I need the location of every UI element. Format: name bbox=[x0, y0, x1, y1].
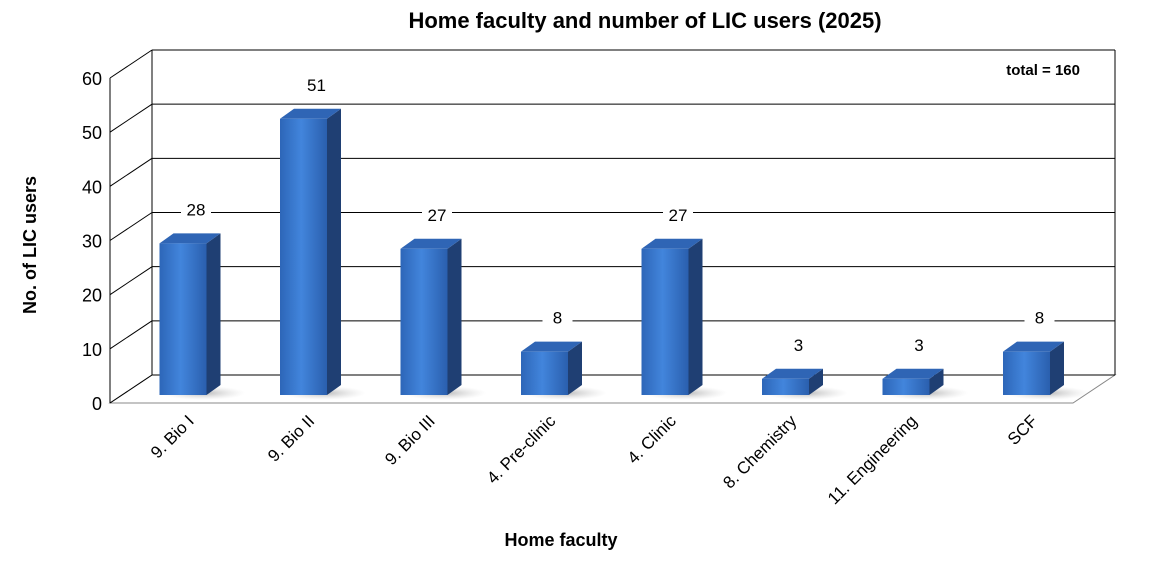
data-label: 8 bbox=[1035, 309, 1044, 328]
bar-side bbox=[206, 233, 221, 395]
bar-side bbox=[447, 238, 462, 395]
y-tick-label: 60 bbox=[82, 69, 102, 89]
y-axis-label: No. of LIC users bbox=[20, 176, 40, 314]
y-tick-label: 30 bbox=[82, 232, 102, 252]
bar-top bbox=[159, 233, 221, 244]
x-tick-label: 11. Engineering bbox=[824, 411, 921, 508]
y-tick-label: 0 bbox=[92, 394, 102, 414]
data-label: 28 bbox=[187, 200, 206, 219]
data-label-bg bbox=[542, 307, 573, 330]
data-label: 8 bbox=[553, 309, 562, 328]
chart-floor bbox=[108, 374, 1117, 404]
bar-front bbox=[521, 351, 568, 395]
bar-side bbox=[568, 341, 582, 395]
bar-side bbox=[327, 108, 341, 395]
y-tick-label: 10 bbox=[82, 340, 102, 360]
gridline-side bbox=[109, 103, 153, 133]
bar-side bbox=[929, 368, 944, 395]
bar-4: 27 4. Clinic bbox=[624, 204, 728, 468]
bar-front bbox=[400, 248, 448, 395]
bar-2: 27 9. Bio III bbox=[381, 204, 487, 469]
bar-0: 28 9. Bio I bbox=[147, 199, 246, 462]
data-label-bg bbox=[663, 204, 693, 227]
x-tick-label: 4. Pre-clinic bbox=[483, 411, 560, 488]
bar-top bbox=[400, 238, 462, 249]
data-label: 51 bbox=[307, 76, 326, 95]
bar-front bbox=[882, 378, 930, 395]
x-tick-label: 8. Chemistry bbox=[719, 411, 800, 492]
bar-5: 3 8. Chemistry bbox=[719, 334, 848, 492]
data-label-bg bbox=[783, 334, 814, 357]
bar-1: 51 9. Bio II bbox=[264, 74, 366, 466]
bar-top bbox=[1003, 341, 1064, 352]
data-label: 27 bbox=[428, 206, 447, 225]
x-tick-label: 9. Bio III bbox=[381, 411, 439, 469]
data-label: 3 bbox=[914, 336, 923, 355]
gridline-side bbox=[109, 266, 153, 296]
gridline-side bbox=[109, 157, 153, 187]
bar-top bbox=[762, 368, 823, 379]
bar-front bbox=[641, 248, 689, 395]
data-label: 27 bbox=[669, 206, 688, 225]
data-label-bg bbox=[181, 199, 211, 222]
gridline-side bbox=[109, 320, 153, 350]
bar-front bbox=[280, 118, 327, 395]
bar-side bbox=[809, 368, 823, 395]
data-label-bg bbox=[1024, 307, 1055, 330]
x-axis-label: Home faculty bbox=[504, 530, 617, 550]
y-tick-label: 50 bbox=[82, 123, 102, 143]
bar-side bbox=[688, 238, 703, 395]
x-tick-label: 9. Bio II bbox=[264, 411, 318, 465]
bar-6: 3 11. Engineering bbox=[824, 334, 969, 508]
bar-front bbox=[762, 378, 809, 395]
data-label-bg bbox=[904, 334, 934, 357]
gridline-side bbox=[109, 49, 153, 79]
data-label-bg bbox=[301, 74, 332, 97]
total-annotation: total = 160 bbox=[1006, 62, 1080, 79]
x-tick-label: SCF bbox=[1004, 411, 1041, 448]
bar-top bbox=[641, 238, 703, 249]
x-tick-label: 4. Clinic bbox=[624, 411, 681, 468]
bar-top bbox=[521, 341, 582, 352]
y-tick-label: 40 bbox=[82, 177, 102, 197]
gridline-side bbox=[109, 374, 153, 404]
gridline-side bbox=[109, 212, 153, 241]
chart-title: Home faculty and number of LIC users (20… bbox=[408, 8, 881, 33]
data-label-bg bbox=[422, 204, 452, 227]
bar-front bbox=[159, 243, 207, 395]
bar-side bbox=[1050, 341, 1064, 395]
data-label: 3 bbox=[794, 336, 803, 355]
bar-top bbox=[280, 108, 341, 119]
x-tick-label: 9. Bio I bbox=[147, 411, 198, 462]
y-tick-label: 20 bbox=[82, 286, 102, 306]
bar-front bbox=[1003, 351, 1050, 395]
bar-top bbox=[882, 368, 944, 379]
